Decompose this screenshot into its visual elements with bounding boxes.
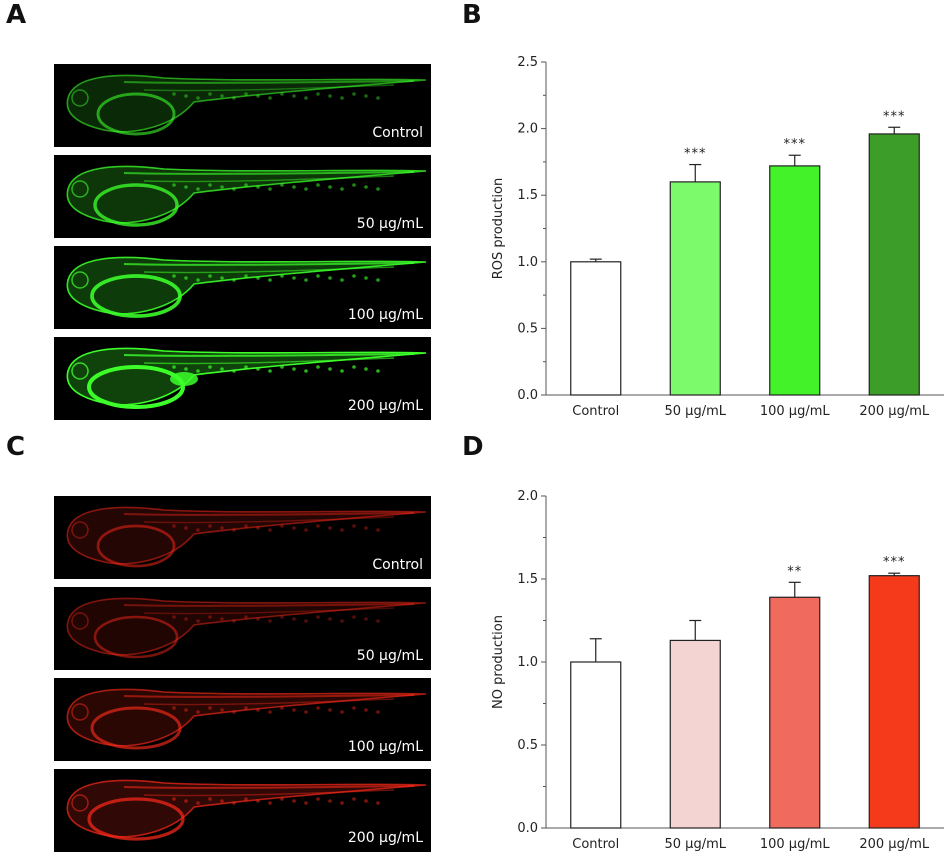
image-label: 200 μg/mL: [347, 830, 423, 846]
y-tick-label: 2.5: [517, 55, 538, 70]
ros-chart: 0.0 0.5 1.0 1.5 2.0 2.5 ROS production Control *…: [470, 0, 944, 430]
image-label: 50 μg/mL: [356, 648, 423, 664]
bar: [570, 661, 622, 829]
zebrafish-image-no-200: 200 μg/mL: [54, 769, 431, 852]
bar: [570, 261, 622, 396]
y-axis-label: ROS production: [491, 178, 506, 279]
zebrafish-image-no-100: 100 μg/mL: [54, 678, 431, 761]
zebrafish-image-ros-200: 200 μg/mL: [54, 337, 431, 420]
bar: [769, 596, 821, 829]
category-label: 50 μg/mL: [665, 404, 727, 419]
no-bar-chart: 0.0 0.5 1.0 1.5 2.0 NO production Control 50 μg…: [491, 489, 944, 852]
image-label: 200 μg/mL: [347, 398, 423, 414]
panel-letter-d: D: [462, 432, 484, 462]
significance-label: ***: [784, 137, 807, 152]
panel-letter-a: A: [6, 0, 27, 30]
zebrafish-fluorescence: [66, 597, 427, 659]
bar: [769, 165, 821, 396]
zebrafish-image-no-50: 50 μg/mL: [54, 587, 431, 670]
significance-label: ***: [684, 147, 707, 162]
no-chart: 0.0 0.5 1.0 1.5 2.0 NO production Control 50 μg…: [470, 432, 944, 855]
category-label: Control: [572, 404, 619, 419]
y-tick-label: 1.5: [517, 188, 538, 203]
significance-label: ***: [883, 109, 906, 124]
zebrafish-image-ros-50: 50 μg/mL: [54, 155, 431, 238]
zebrafish-fluorescence: [66, 256, 427, 318]
category-label: 50 μg/mL: [665, 837, 727, 852]
bar: [669, 181, 721, 396]
image-label: 100 μg/mL: [347, 739, 423, 755]
zebrafish-image-ros-control: Control: [54, 64, 431, 147]
panel-letter-b: B: [462, 0, 482, 30]
y-tick-label: 1.0: [517, 255, 538, 270]
image-label: 50 μg/mL: [356, 216, 423, 232]
category-label: 200 μg/mL: [859, 404, 930, 419]
bar: [868, 575, 920, 829]
significance-label: ***: [883, 555, 906, 570]
y-tick-label: 0.0: [517, 388, 538, 403]
image-label: 100 μg/mL: [347, 307, 423, 323]
bar: [868, 133, 920, 396]
bar: [669, 639, 721, 829]
image-label: Control: [372, 557, 423, 573]
y-tick-label: 1.5: [517, 572, 538, 587]
y-tick-label: 0.5: [517, 738, 538, 753]
y-tick-label: 0.0: [517, 821, 538, 836]
zebrafish-fluorescence: [66, 74, 427, 136]
ros-bar-chart: 0.0 0.5 1.0 1.5 2.0 2.5 ROS production Control *…: [491, 55, 944, 419]
zebrafish-fluorescence: [66, 347, 427, 409]
zebrafish-fluorescence: [66, 688, 427, 750]
y-tick-label: 0.5: [517, 321, 538, 336]
image-label: Control: [372, 125, 423, 141]
zebrafish-image-no-control: Control: [54, 496, 431, 579]
panel-letter-c: C: [6, 432, 26, 462]
significance-label: **: [787, 564, 802, 579]
category-label: Control: [572, 837, 619, 852]
zebrafish-image-ros-100: 100 μg/mL: [54, 246, 431, 329]
category-label: 100 μg/mL: [760, 404, 831, 419]
zebrafish-fluorescence: [66, 506, 427, 568]
y-tick-label: 2.0: [517, 122, 538, 137]
y-tick-label: 1.0: [517, 655, 538, 670]
zebrafish-fluorescence: [66, 165, 427, 227]
category-label: 200 μg/mL: [859, 837, 930, 852]
y-axis-label: NO production: [491, 615, 506, 709]
y-tick-label: 2.0: [517, 489, 538, 504]
zebrafish-fluorescence: [66, 779, 427, 841]
category-label: 100 μg/mL: [760, 837, 831, 852]
